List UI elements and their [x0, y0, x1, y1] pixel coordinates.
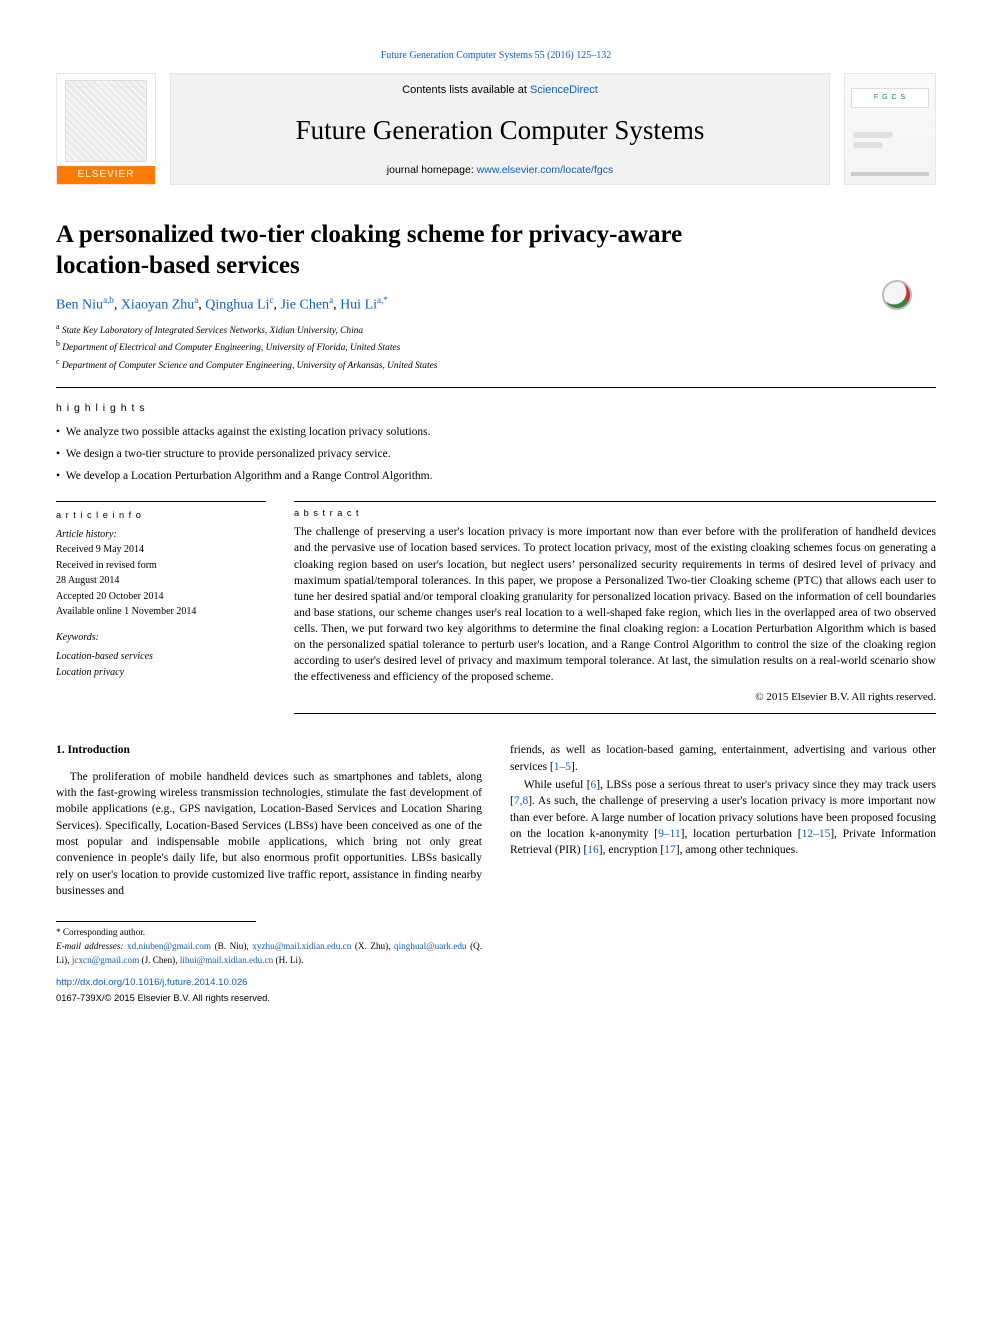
keyword: Location-based services	[56, 649, 266, 665]
highlight-item: We develop a Location Perturbation Algor…	[56, 466, 936, 488]
affiliations: a State Key Laboratory of Integrated Ser…	[56, 321, 936, 373]
text-run: ], location perturbation [	[681, 828, 802, 840]
text-run: ].	[571, 761, 578, 773]
info-abstract-row: a r t i c l e i n f o Article history: R…	[56, 501, 936, 714]
history-line: 28 August 2014	[56, 573, 266, 589]
email-link[interactable]: xd.niuben@gmail.com	[127, 941, 211, 951]
body-columns: 1. Introduction The proliferation of mob…	[56, 742, 936, 1004]
cover-decoration-icon	[853, 132, 893, 138]
aff-text: State Key Laboratory of Integrated Servi…	[62, 326, 363, 336]
right-column: friends, as well as location-based gamin…	[510, 742, 936, 1004]
journal-title: Future Generation Computer Systems	[181, 115, 819, 146]
crossmark-icon[interactable]	[882, 280, 912, 310]
publisher-brand: ELSEVIER	[57, 166, 155, 184]
paper-title: A personalized two-tier cloaking scheme …	[56, 219, 776, 282]
footnotes: * Corresponding author. E-mail addresses…	[56, 926, 482, 967]
footnote-rule	[56, 921, 256, 922]
history-heading: Article history:	[56, 527, 266, 543]
corresponding-author-note: * Corresponding author.	[56, 926, 482, 940]
author[interactable]: Xiaoyan Zhu	[121, 297, 194, 312]
highlights-heading: h i g h l i g h t s	[56, 402, 936, 414]
affiliation: c Department of Computer Science and Com…	[56, 356, 936, 373]
keywords-heading: Keywords:	[56, 630, 266, 646]
cover-acronym: F G C S	[851, 88, 929, 108]
left-column: 1. Introduction The proliferation of mob…	[56, 742, 482, 1004]
aff-text: Department of Computer Science and Compu…	[62, 361, 438, 371]
author-aff-mark: a,*	[377, 295, 388, 305]
abstract-heading: a b s t r a c t	[294, 508, 936, 518]
affiliation: b Department of Electrical and Computer …	[56, 338, 936, 355]
body-paragraph: The proliferation of mobile handheld dev…	[56, 769, 482, 900]
email-link[interactable]: jcxcn@gmail.com	[72, 955, 139, 965]
abstract-body: The challenge of preserving a user's loc…	[294, 524, 936, 685]
section-heading: 1. Introduction	[56, 742, 482, 758]
running-head: Future Generation Computer Systems 55 (2…	[56, 50, 936, 61]
article-info-heading: a r t i c l e i n f o	[56, 508, 266, 522]
author[interactable]: Qinghua Li	[205, 297, 269, 312]
keyword: Location privacy	[56, 665, 266, 681]
homepage-link[interactable]: www.elsevier.com/locate/fgcs	[477, 164, 614, 176]
text-run: While useful [	[524, 779, 591, 791]
divider	[294, 713, 936, 714]
highlight-item: We analyze two possible attacks against …	[56, 422, 936, 444]
sciencedirect-link[interactable]: ScienceDirect	[530, 84, 598, 96]
article-info: a r t i c l e i n f o Article history: R…	[56, 501, 266, 714]
doi-link[interactable]: http://dx.doi.org/10.1016/j.future.2014.…	[56, 976, 482, 990]
aff-mark: c	[56, 357, 59, 366]
abstract-copyright: © 2015 Elsevier B.V. All rights reserved…	[294, 691, 936, 703]
aff-mark: b	[56, 339, 60, 348]
history-line: Accepted 20 October 2014	[56, 589, 266, 605]
citation-link[interactable]: 12–15	[802, 828, 831, 840]
author[interactable]: Ben Niu	[56, 297, 103, 312]
citation-link[interactable]: 16	[587, 844, 599, 856]
abstract: a b s t r a c t The challenge of preserv…	[294, 501, 936, 714]
author[interactable]: Jie Chen	[280, 297, 329, 312]
page: Future Generation Computer Systems 55 (2…	[0, 0, 992, 1045]
affiliation: a State Key Laboratory of Integrated Ser…	[56, 321, 936, 338]
highlights-list: We analyze two possible attacks against …	[56, 422, 936, 488]
aff-text: Department of Electrical and Computer En…	[62, 344, 400, 354]
citation-link[interactable]: 17	[664, 844, 676, 856]
history-line: Received 9 May 2014	[56, 542, 266, 558]
body-paragraph: friends, as well as location-based gamin…	[510, 742, 936, 775]
email-link[interactable]: xyzhu@mail.xidian.edu.cn	[252, 941, 351, 951]
homepage-prefix: journal homepage:	[387, 164, 477, 176]
citation-link[interactable]: 1–5	[554, 761, 571, 773]
author-aff-mark: a,b	[103, 295, 114, 305]
history-line: Available online 1 November 2014	[56, 604, 266, 620]
journal-header: ELSEVIER Contents lists available at Sci…	[56, 73, 936, 185]
footer-copyright: 0167-739X/© 2015 Elsevier B.V. All right…	[56, 991, 482, 1004]
author-list: Ben Niua,b, Xiaoyan Zhua, Qinghua Lic, J…	[56, 294, 936, 316]
highlight-item: We design a two-tier structure to provid…	[56, 444, 936, 466]
divider	[56, 387, 936, 388]
email-link[interactable]: qinghual@uark.edu	[394, 941, 467, 951]
cover-decoration-icon	[851, 172, 929, 176]
homepage-line: journal homepage: www.elsevier.com/locat…	[181, 164, 819, 176]
author[interactable]: Hui Li	[340, 297, 377, 312]
aff-mark: a	[56, 322, 59, 331]
text-run: ], encryption [	[599, 844, 664, 856]
publisher-logo: ELSEVIER	[56, 73, 156, 185]
journal-cover-thumbnail: F G C S	[844, 73, 936, 185]
cover-decoration-icon	[853, 142, 883, 148]
contents-prefix: Contents lists available at	[402, 84, 530, 96]
emails-label: E-mail addresses:	[56, 941, 124, 951]
history-line: Received in revised form	[56, 558, 266, 574]
email-who: (X. Zhu)	[355, 941, 388, 951]
body-paragraph: While useful [6], LBSs pose a serious th…	[510, 777, 936, 859]
emails-block: E-mail addresses: xd.niuben@gmail.com (B…	[56, 940, 482, 968]
email-link[interactable]: lihui@mail.xidian.edu.cn	[180, 955, 273, 965]
citation-link[interactable]: 7,8	[514, 795, 528, 807]
email-who: (H. Li)	[276, 955, 302, 965]
email-who: (J. Chen)	[142, 955, 176, 965]
email-who: (B. Niu)	[215, 941, 247, 951]
text-run: ], among other techniques.	[676, 844, 798, 856]
citation-link[interactable]: 9–11	[658, 828, 681, 840]
elsevier-tree-icon	[65, 80, 147, 162]
contents-line: Contents lists available at ScienceDirec…	[181, 84, 819, 96]
journal-banner: Contents lists available at ScienceDirec…	[170, 73, 830, 185]
